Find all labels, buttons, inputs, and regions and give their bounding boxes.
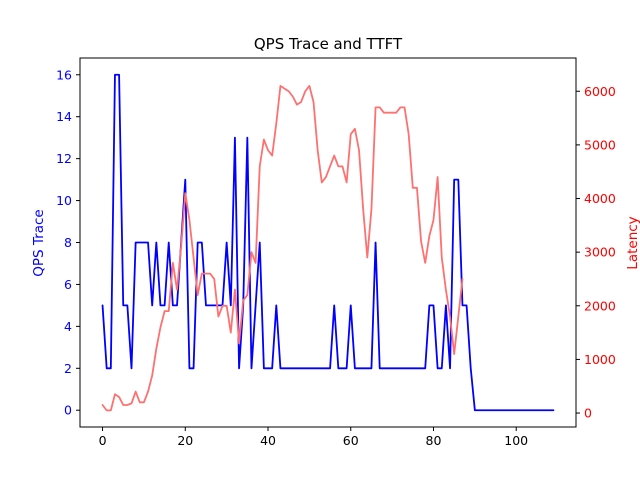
x-tick-label: 40	[260, 433, 276, 448]
y-left-tick-label: 0	[64, 403, 72, 418]
x-axis: 0 20 40 60 80 100	[99, 427, 528, 448]
y-left-tick-label: 14	[56, 109, 72, 124]
y-left-tick-label: 6	[64, 277, 72, 292]
plot-frame	[79, 57, 577, 428]
y-right-tick-label: 2000	[584, 298, 616, 313]
series-layer	[101, 73, 555, 412]
x-tick-label: 80	[426, 433, 442, 448]
plot-area-border	[79, 57, 577, 428]
y-left-tick-label: 16	[56, 67, 72, 82]
y-left-tick-label: 12	[56, 151, 72, 166]
y-left-tick-label: 2	[64, 361, 72, 376]
y-left-tick-label: 10	[56, 193, 72, 208]
y-right-tick-label: 1000	[584, 352, 616, 367]
x-tick-label: 100	[504, 433, 528, 448]
chart-title: QPS Trace and TTFT	[254, 35, 403, 53]
y-right-tick-label: 6000	[584, 84, 616, 99]
y-left-tick-label: 4	[64, 319, 72, 334]
y-right-tick-label: 5000	[584, 137, 616, 152]
y-right-tick-label: 4000	[584, 191, 616, 206]
y-axis-right-title: Latency	[625, 216, 640, 269]
x-tick-label: 20	[177, 433, 193, 448]
x-tick-label: 60	[343, 433, 359, 448]
y-axis-left-title: QPS Trace	[31, 209, 47, 276]
series-line-latency	[101, 84, 464, 412]
y-left-tick-label: 8	[64, 235, 72, 250]
y-axis-right: 0 1000 2000 3000 4000 5000 6000	[576, 84, 616, 421]
y-axis-left: 0 2 4 6 8 10 12 14 16	[56, 67, 80, 418]
x-tick-label: 0	[99, 433, 107, 448]
y-right-tick-label: 3000	[584, 245, 616, 260]
y-right-tick-label: 0	[584, 406, 592, 421]
series-line-qps-trace	[101, 73, 555, 412]
